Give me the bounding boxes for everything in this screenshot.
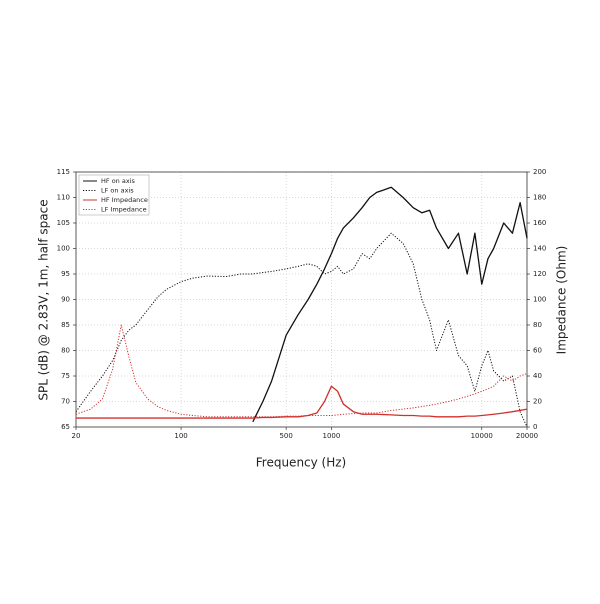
- x-axis-title: Frequency (Hz): [256, 456, 347, 470]
- series-line: [75, 324, 528, 418]
- legend-text: HF Impedance: [101, 196, 148, 204]
- x-tick-label: 1000: [322, 432, 340, 440]
- y-tick-label: 70: [61, 398, 70, 406]
- y2-axis-title: Impedance (Ohm): [555, 246, 569, 355]
- y-tick-label: 110: [57, 194, 70, 202]
- y2-tick-label: 160: [533, 219, 546, 227]
- y-tick-label: 105: [57, 219, 70, 227]
- x-tick-label: 10000: [471, 432, 493, 440]
- y-tick-label: 95: [61, 270, 70, 278]
- x-tick-label: 20: [72, 432, 81, 440]
- x-tick-label: 500: [279, 432, 292, 440]
- y-axis-title: SPL (dB) @ 2.83V, 1m, half space: [37, 199, 51, 400]
- series-line: [252, 186, 528, 423]
- y-tick-label: 65: [61, 423, 70, 431]
- y-tick-label: 80: [61, 347, 70, 355]
- y-tick-label: 75: [61, 372, 70, 380]
- y2-tick-label: 60: [533, 347, 542, 355]
- y2-tick-label: 180: [533, 194, 546, 202]
- y2-tick-label: 40: [533, 372, 542, 380]
- series-line: [75, 232, 528, 428]
- legend-text: LF Impedance: [101, 206, 147, 214]
- y2-tick-label: 120: [533, 270, 546, 278]
- legend-box: [78, 174, 150, 216]
- y2-tick-label: 100: [533, 296, 546, 304]
- y-tick-label: 90: [61, 296, 70, 304]
- y-tick-label: 100: [57, 245, 70, 253]
- y-tick-label: 85: [61, 321, 70, 329]
- y2-tick-label: 140: [533, 245, 546, 253]
- x-tick-label: 100: [174, 432, 187, 440]
- plot-frame: [75, 171, 528, 428]
- y2-tick-label: 80: [533, 321, 542, 329]
- x-tick-label: 20000: [516, 432, 538, 440]
- y2-tick-label: 200: [533, 168, 546, 176]
- y2-tick-label: 20: [533, 398, 542, 406]
- series-line: [76, 385, 528, 419]
- y2-tick-label: 0: [533, 423, 537, 431]
- legend-text: HF on axis: [101, 177, 135, 185]
- y-tick-label: 115: [57, 168, 70, 176]
- legend-text: LF on axis: [101, 187, 134, 195]
